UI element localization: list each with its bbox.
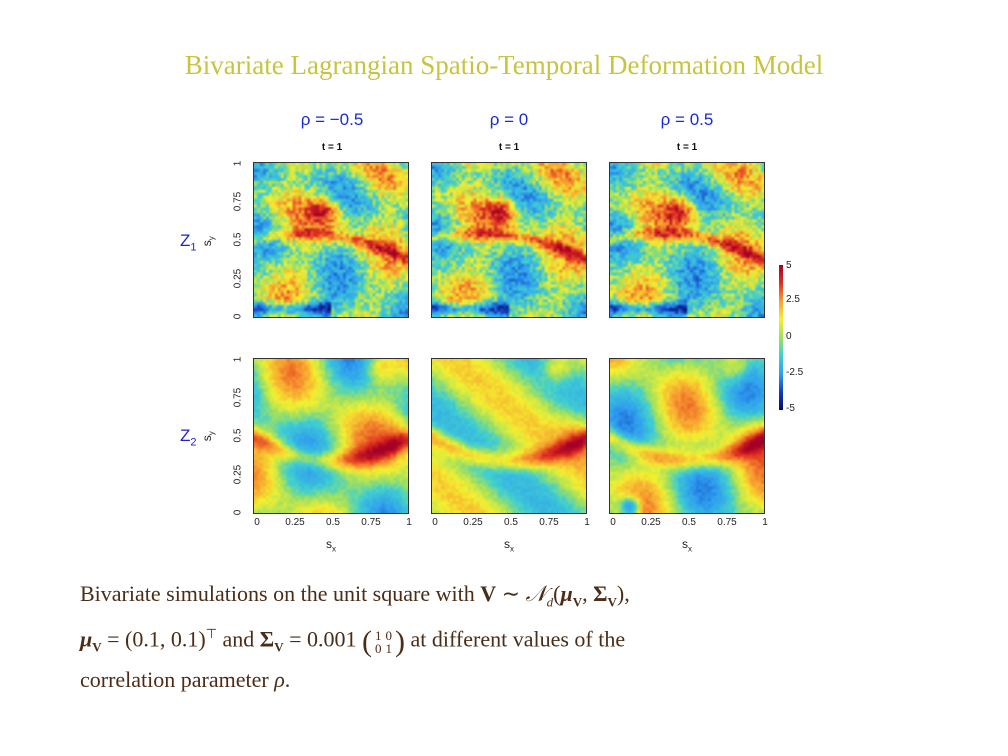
y-tick: 1 xyxy=(232,160,244,167)
x-tick: 0.75 xyxy=(717,517,737,528)
y-tick: 0.5 xyxy=(232,428,244,443)
colorbar-tick: -2.5 xyxy=(786,367,804,378)
heatmap-z1-rho-neg xyxy=(253,162,409,318)
x-axis-label: sx xyxy=(682,537,692,554)
x-tick: 1 xyxy=(406,517,412,528)
y-tick: 0.25 xyxy=(232,268,244,289)
heatmap-z2-rho-zero xyxy=(431,358,587,514)
time-label: t = 1 xyxy=(498,142,520,153)
time-label: t = 1 xyxy=(321,142,343,153)
heatmap-z2-rho-neg xyxy=(253,358,409,514)
y-axis-label: sy xyxy=(199,431,217,442)
identity-matrix: (1 0 0 1) xyxy=(362,624,405,658)
x-tick: 0 xyxy=(432,517,438,528)
y-tick: 1 xyxy=(232,356,244,363)
x-axis-label: sx xyxy=(504,537,514,554)
x-tick: 1 xyxy=(584,517,590,528)
colorbar-tick: 2.5 xyxy=(786,294,800,305)
x-tick: 0.5 xyxy=(504,517,518,528)
colorbar xyxy=(779,265,783,410)
row-label-z1: Z1 xyxy=(180,231,197,254)
heatmap-z2-rho-pos xyxy=(609,358,765,514)
x-tick: 0 xyxy=(254,517,260,528)
y-axis-label: sy xyxy=(199,236,217,247)
x-tick: 0.5 xyxy=(682,517,696,528)
x-tick: 0.25 xyxy=(641,517,661,528)
column-label-rho-neg: ρ = −0.5 xyxy=(300,110,364,129)
y-tick: 0.75 xyxy=(232,387,244,408)
y-tick: 0 xyxy=(232,313,244,320)
y-tick: 0.25 xyxy=(232,464,244,485)
y-tick: 0.5 xyxy=(232,232,244,247)
row-label-z2: Z2 xyxy=(180,426,197,449)
x-tick: 0.5 xyxy=(326,517,340,528)
column-label-rho-zero: ρ = 0 xyxy=(489,110,529,129)
x-tick: 0 xyxy=(610,517,616,528)
caption: Bivariate simulations on the unit square… xyxy=(80,581,630,693)
heatmap-z1-rho-pos xyxy=(609,162,765,318)
heatmap-z1-rho-zero xyxy=(431,162,587,318)
column-label-rho-pos: ρ = 0.5 xyxy=(660,110,714,129)
x-tick: 0.25 xyxy=(285,517,305,528)
x-axis-label: sx xyxy=(326,537,336,554)
slide-title: Bivariate Lagrangian Spatio-Temporal Def… xyxy=(184,50,824,80)
y-tick: 0.75 xyxy=(232,191,244,212)
x-tick: 0.25 xyxy=(463,517,483,528)
x-tick: 1 xyxy=(762,517,768,528)
x-tick: 0.75 xyxy=(539,517,559,528)
x-tick: 0.75 xyxy=(361,517,381,528)
time-label: t = 1 xyxy=(676,142,698,153)
colorbar-tick: -5 xyxy=(786,403,795,414)
colorbar-tick: 5 xyxy=(786,260,792,271)
colorbar-tick: 0 xyxy=(786,331,792,342)
